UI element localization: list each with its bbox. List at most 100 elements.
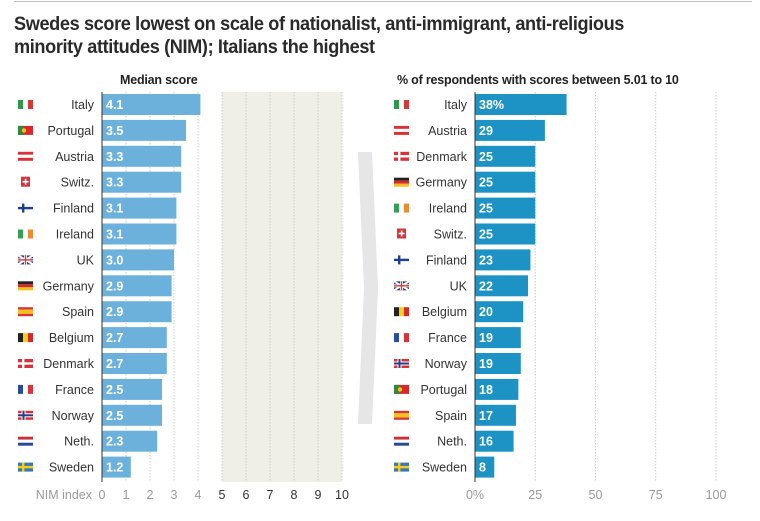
bar bbox=[102, 378, 162, 400]
flag-stripe bbox=[18, 281, 33, 285]
flag-cross bbox=[18, 362, 33, 365]
bar bbox=[102, 197, 177, 219]
data-label: 2.7 bbox=[106, 331, 123, 345]
bar bbox=[475, 456, 495, 478]
data-label: 3.1 bbox=[106, 202, 123, 216]
bar bbox=[102, 353, 167, 374]
flag-stripe bbox=[18, 157, 33, 161]
flag-stripe bbox=[18, 287, 33, 291]
bar bbox=[102, 404, 162, 426]
category-label: Norway bbox=[52, 409, 95, 423]
flag-stripe bbox=[404, 100, 409, 109]
flag-icon-portugal bbox=[394, 384, 409, 394]
bar bbox=[102, 145, 182, 167]
x-tick-label: 25 bbox=[528, 488, 542, 502]
flag-icon-norway bbox=[394, 359, 409, 368]
shaded-band bbox=[222, 92, 342, 482]
category-label: Belgium bbox=[422, 305, 467, 319]
flag-icon-spain bbox=[18, 307, 33, 317]
data-label: 25 bbox=[479, 150, 493, 164]
flag-icon-finland bbox=[18, 203, 33, 213]
flag-icon-finland bbox=[394, 255, 409, 265]
bar bbox=[475, 353, 521, 374]
flag-icon-denmark bbox=[18, 359, 33, 368]
bar-row: Switz. 25 bbox=[397, 223, 536, 245]
bar bbox=[102, 456, 131, 478]
data-label: 2.9 bbox=[106, 279, 123, 293]
category-label: Spain bbox=[435, 409, 467, 423]
flag-stripe bbox=[18, 384, 23, 394]
x-tick-label: 4 bbox=[195, 488, 202, 502]
bar bbox=[102, 94, 201, 115]
x-tick-label: 7 bbox=[267, 488, 274, 502]
x-tick-label: 6 bbox=[243, 488, 250, 502]
flag-emblem bbox=[397, 387, 403, 392]
bar bbox=[102, 430, 158, 452]
bar-row: France 19 bbox=[394, 327, 521, 349]
bar-row: Neth. 16 bbox=[394, 430, 514, 452]
bar-row: Sweden 8 bbox=[394, 456, 495, 478]
bar-row: Spain 17 bbox=[394, 404, 516, 426]
flag-cross bbox=[18, 206, 33, 210]
data-label: 3.3 bbox=[106, 150, 123, 164]
flag-stripe bbox=[399, 100, 404, 109]
flag-icon-austria bbox=[394, 125, 409, 135]
bar-row: Denmark 2.7 bbox=[18, 353, 167, 374]
x-tick-label: 75 bbox=[649, 488, 663, 502]
flag-stripe bbox=[23, 384, 28, 394]
flag-stripe bbox=[404, 203, 409, 213]
category-label: Germany bbox=[43, 279, 95, 293]
left-panel-title: Median score bbox=[120, 73, 198, 87]
bar bbox=[475, 301, 524, 323]
flag-cross bbox=[394, 362, 409, 365]
flag-icon-portugal bbox=[18, 125, 33, 135]
category-label: France bbox=[428, 331, 467, 345]
x-tick-label: 1 bbox=[123, 488, 130, 502]
bar bbox=[475, 171, 536, 193]
flag-stripe bbox=[394, 384, 400, 394]
right-panel-title: % of respondents with scores between 5.0… bbox=[397, 73, 679, 87]
flag-icon-ireland bbox=[394, 203, 409, 213]
flag-stripe bbox=[18, 439, 33, 443]
median-score-chart: Italy 4.1 Portugal 3.5 Austria 3.3 Switz. 3.3 Fi… bbox=[17, 92, 349, 502]
data-label: 4.1 bbox=[106, 98, 123, 112]
category-label: Switz. bbox=[61, 176, 94, 190]
flag-stripe bbox=[399, 333, 404, 343]
bar-row: Spain 2.9 bbox=[18, 301, 172, 323]
bar bbox=[475, 327, 521, 349]
flag-cross bbox=[22, 180, 29, 183]
bar-row: Austria 29 bbox=[394, 119, 545, 141]
flag-stripe bbox=[394, 125, 409, 129]
data-label: 3.1 bbox=[106, 228, 123, 242]
x-tick-label: 2 bbox=[147, 488, 154, 502]
flag-stripe bbox=[28, 229, 33, 239]
bar bbox=[102, 275, 172, 297]
bar-row: Norway 19 bbox=[394, 353, 521, 374]
flag-cross bbox=[398, 232, 405, 235]
flag-stripe bbox=[394, 177, 409, 181]
bar bbox=[102, 119, 186, 141]
category-label: Denmark bbox=[416, 150, 467, 164]
category-label: Sweden bbox=[49, 461, 94, 475]
data-label: 2.7 bbox=[106, 357, 123, 371]
flag-cross bbox=[394, 155, 409, 158]
x-tick-label: 50 bbox=[589, 488, 603, 502]
flag-stripe bbox=[394, 333, 399, 343]
category-label: UK bbox=[450, 279, 468, 293]
flag-icon-neth bbox=[394, 436, 409, 446]
divider-arrow bbox=[358, 152, 378, 424]
flag-cross bbox=[394, 258, 409, 262]
data-label: 22 bbox=[479, 279, 493, 293]
bar bbox=[475, 378, 519, 400]
category-label: Spain bbox=[62, 305, 94, 319]
bar bbox=[475, 249, 531, 271]
flag-stripe bbox=[394, 307, 399, 317]
x-tick-label: 5 bbox=[219, 488, 226, 502]
bar-row: Neth. 2.3 bbox=[18, 430, 158, 452]
bar-row: UK 22 bbox=[393, 275, 529, 297]
flag-stripe bbox=[28, 333, 33, 343]
data-label: 2.9 bbox=[106, 305, 123, 319]
flag-icon-norway bbox=[18, 410, 33, 420]
flag-cross bbox=[18, 465, 33, 469]
category-label: Italy bbox=[444, 98, 468, 112]
